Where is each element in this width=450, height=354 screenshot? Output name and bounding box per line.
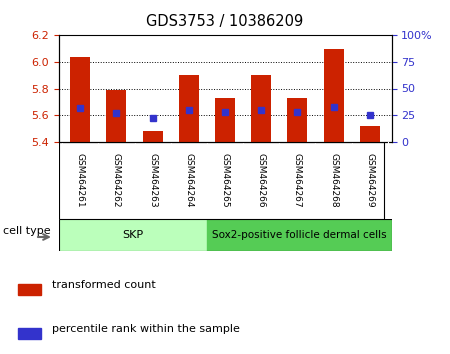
Bar — [360, 126, 380, 142]
Text: GSM464265: GSM464265 — [220, 153, 230, 208]
Text: Sox2-positive follicle dermal cells: Sox2-positive follicle dermal cells — [212, 230, 387, 240]
Text: GSM464263: GSM464263 — [148, 153, 157, 208]
Bar — [143, 131, 162, 142]
Bar — [18, 284, 41, 295]
Text: GSM464261: GSM464261 — [76, 153, 85, 208]
Text: transformed count: transformed count — [52, 280, 156, 291]
Bar — [324, 49, 343, 142]
Bar — [215, 98, 235, 142]
Text: GSM464262: GSM464262 — [112, 153, 121, 208]
Bar — [107, 90, 126, 142]
Text: GSM464267: GSM464267 — [293, 153, 302, 208]
Bar — [288, 98, 307, 142]
Text: GSM464266: GSM464266 — [256, 153, 266, 208]
Bar — [179, 75, 199, 142]
Text: GSM464269: GSM464269 — [365, 153, 374, 208]
Text: percentile rank within the sample: percentile rank within the sample — [52, 324, 240, 335]
Text: GSM464264: GSM464264 — [184, 153, 194, 208]
Bar — [251, 75, 271, 142]
Text: GSM464268: GSM464268 — [329, 153, 338, 208]
Text: cell type: cell type — [3, 225, 50, 236]
Bar — [58, 219, 207, 251]
Text: GDS3753 / 10386209: GDS3753 / 10386209 — [146, 14, 304, 29]
Bar — [70, 57, 90, 142]
Text: SKP: SKP — [122, 230, 143, 240]
Bar — [207, 219, 392, 251]
Bar — [18, 327, 41, 339]
